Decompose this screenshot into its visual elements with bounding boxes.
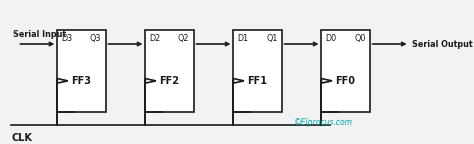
Text: Q3: Q3: [90, 34, 101, 43]
Bar: [146, 31, 193, 112]
Bar: [233, 31, 282, 112]
Bar: [321, 31, 370, 112]
Text: Serial Output: Serial Output: [411, 39, 472, 49]
Text: Q0: Q0: [354, 34, 365, 43]
Text: D0: D0: [326, 34, 337, 43]
Text: CLK: CLK: [11, 133, 32, 143]
Bar: [57, 31, 106, 112]
Text: FF1: FF1: [247, 76, 267, 86]
Text: D2: D2: [150, 34, 161, 43]
Text: Q1: Q1: [266, 34, 277, 43]
Text: FF2: FF2: [159, 76, 180, 86]
Text: D1: D1: [237, 34, 249, 43]
Text: FF3: FF3: [72, 76, 91, 86]
Text: D3: D3: [62, 34, 73, 43]
Text: Serial Input: Serial Input: [13, 30, 66, 39]
Text: Q2: Q2: [178, 34, 190, 43]
Text: ©Elprocus.com: ©Elprocus.com: [294, 118, 353, 127]
Text: FF0: FF0: [336, 76, 356, 86]
